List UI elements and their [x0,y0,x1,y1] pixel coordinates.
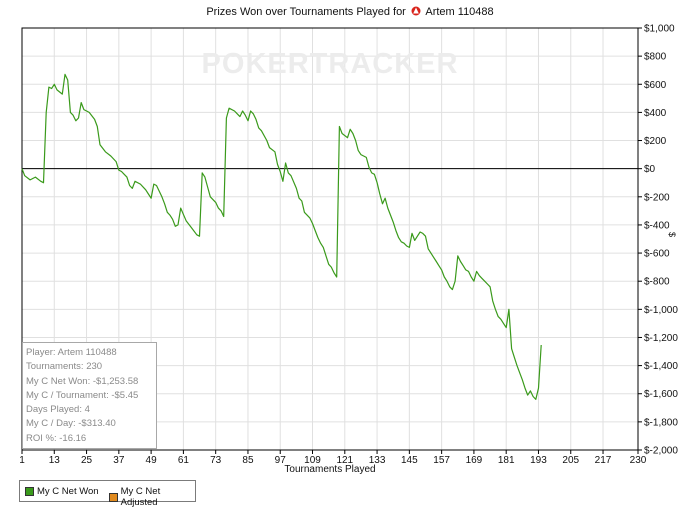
stats-per-day: My C / Day: -$313.40 [26,418,116,430]
y-tick-label: $-1,200 [644,333,678,344]
y-axis-label: $ [667,232,677,238]
x-tick-label: 193 [530,455,547,466]
y-tick-label: $-1,600 [644,389,678,400]
y-tick-label: $600 [644,80,667,91]
x-tick-label: 109 [304,455,321,466]
chart-title-prefix: Prizes Won over Tournaments Played for [206,6,406,18]
x-tick-label: 157 [433,455,450,466]
legend-swatch-net-adjusted [109,492,118,502]
series-layer [21,73,542,400]
x-tick-label: 205 [562,455,579,466]
x-tick-label: 181 [498,455,515,466]
axes-layer: 1 13 25 37 49 61 73 85 97 109 121 133 145 157 169 181 19… [19,24,678,467]
legend-label-net-won: My C Net Won [37,486,99,497]
legend-swatch-net-won [25,487,34,496]
y-tick-label: $-800 [644,277,670,288]
chart-title: Prizes Won over Tournaments Played for A… [0,6,700,18]
y-tick-label: $-1,400 [644,361,678,372]
legend-item-net-won[interactable]: My C Net Won [25,486,99,497]
x-tick-label: 230 [630,455,647,466]
y-tick-label: $-1,800 [644,417,678,428]
y-tick-label: $0 [644,164,656,175]
pokertracker-watermark: POKERTRACKER [202,48,459,80]
stats-box: Player: Artem 110488 Tournaments: 230 My… [22,342,157,449]
y-tick-label: $-200 [644,192,670,203]
y-tick-label: $200 [644,136,667,147]
legend: My C Net Won My C Net Adjusted [19,480,196,508]
y-tick-label: $400 [644,108,667,119]
stats-per-tournament: My C / Tournament: -$5.45 [26,389,139,401]
x-tick-label: 217 [595,455,612,466]
plot-frame [21,27,639,451]
stats-tournaments: Tournaments: 230 [26,361,103,373]
y-tick-label: $-2,000 [644,446,678,457]
legend-label-net-adjusted: My C Net Adjusted [120,486,161,508]
y-tick-label: $800 [644,52,667,63]
y-tick-label: $-400 [644,220,670,231]
stats-roi: ROI %: -16.16 [26,432,87,444]
x-tick-label: 1 [19,455,25,466]
x-tick-label: 169 [466,455,483,466]
x-tick-label: 37 [113,455,125,466]
chart-title-player: Artem 110488 [425,6,494,18]
y-tick-label: $-600 [644,249,670,260]
series-line-net-won [21,73,542,400]
x-tick-label: 97 [275,455,287,466]
x-axis-label: Tournaments Played [284,464,376,475]
x-tick-label: 49 [146,455,158,466]
x-tick-label: 25 [81,455,93,466]
x-tick-label: 133 [369,455,386,466]
x-tick-label: 145 [401,455,418,466]
x-tick-label: 13 [49,455,61,466]
stats-days-played: Days Played: 4 [26,404,90,416]
y-tick-label: $1,000 [644,24,675,35]
stats-net-won: My C Net Won: -$1,253.58 [26,375,139,387]
y-tick-label: $-1,000 [644,305,678,316]
x-tick-label: 85 [242,455,254,466]
stats-player: Player: Artem 110488 [26,347,117,358]
x-tick-label: 61 [178,455,190,466]
pokertracker-logo-icon [411,6,421,16]
legend-item-net-adjusted[interactable]: My C Net Adjusted [109,486,195,508]
x-tick-label: 73 [210,455,222,466]
x-tick-label: 121 [336,455,353,466]
